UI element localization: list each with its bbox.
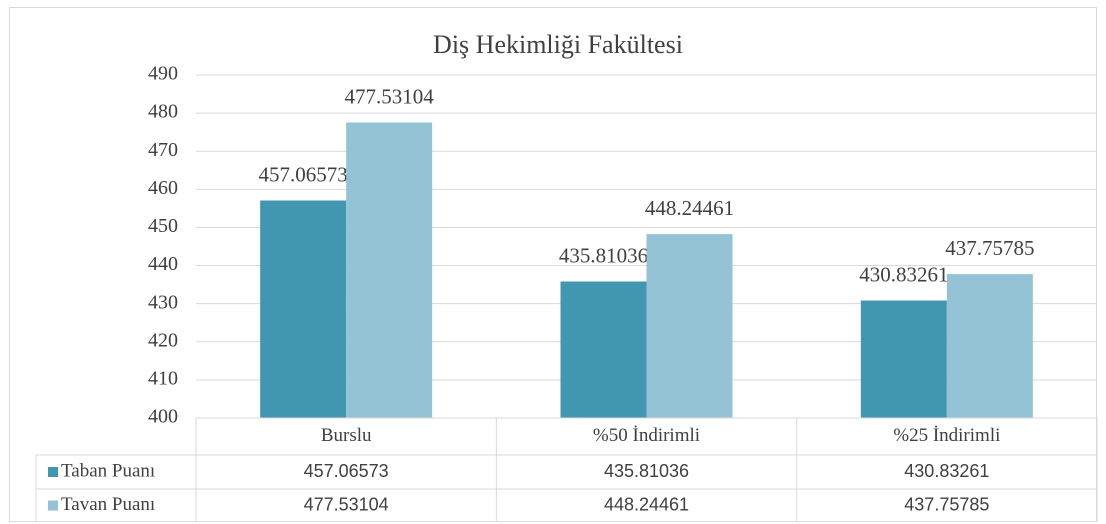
- y-tick-label: 400: [148, 406, 178, 428]
- chart-title: Diş Hekimliği Fakültesi: [433, 30, 683, 59]
- table-cell: 457.06573: [304, 461, 389, 481]
- table-cell: 435.81036: [604, 461, 689, 481]
- bar: [946, 274, 1033, 418]
- legend-swatch: [48, 500, 58, 511]
- bar: [346, 122, 433, 418]
- data-label: 430.83261: [859, 262, 948, 286]
- y-tick-label: 470: [148, 139, 178, 161]
- bar: [646, 234, 733, 418]
- legend-swatch: [48, 467, 58, 477]
- y-tick-label: 480: [148, 101, 178, 123]
- legend-label: Taban Puanı: [61, 460, 155, 481]
- y-tick-label: 410: [148, 367, 178, 389]
- y-tick-label: 430: [148, 291, 178, 313]
- table-cell: 437.75785: [904, 494, 989, 514]
- table-cell: 477.53104: [304, 494, 389, 514]
- x-tick-label: %50 İndirimli: [593, 425, 700, 446]
- y-tick-label: 420: [148, 329, 178, 351]
- data-label: 437.75785: [945, 236, 1034, 260]
- y-tick-label: 440: [148, 253, 178, 275]
- bar: [860, 300, 947, 418]
- table-cell: 448.24461: [604, 494, 689, 514]
- bar: [260, 200, 347, 418]
- x-tick-label: Burslu: [321, 425, 372, 446]
- y-tick-label: 490: [148, 63, 178, 85]
- y-tick-label: 460: [148, 177, 178, 199]
- bar: [560, 281, 647, 418]
- y-tick-label: 450: [148, 215, 178, 237]
- legend-label: Tavan Puanı: [61, 494, 155, 515]
- chart-border: [9, 7, 1097, 522]
- data-label: 477.53104: [345, 84, 435, 108]
- data-label: 457.06573: [259, 162, 348, 186]
- data-label: 435.81036: [559, 243, 648, 267]
- x-tick-label: %25 İndirimli: [893, 425, 1000, 446]
- data-label: 448.24461: [645, 196, 734, 220]
- table-cell: 430.83261: [904, 461, 989, 481]
